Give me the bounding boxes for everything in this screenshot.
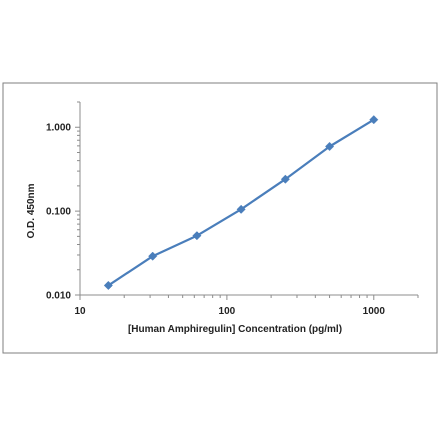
axes [79, 102, 418, 296]
y-tick-label: 0.010 [46, 291, 71, 302]
y-axis-title: O.D. 450nm [26, 183, 37, 238]
x-axis-title: [Human Amphiregulin] Concentration (pg/m… [128, 324, 342, 335]
y-tick-label: 0.100 [46, 207, 71, 218]
tick-labels: 10 100 1000 0.010 0.100 1.000 [46, 123, 385, 317]
data-point-marker [369, 115, 379, 125]
data-point-marker [280, 174, 290, 184]
data-point-marker [192, 231, 202, 241]
data-point-marker [148, 251, 158, 261]
series-group [103, 115, 379, 290]
tick-marks [75, 101, 419, 300]
data-point-marker [103, 280, 113, 290]
data-point-marker [325, 141, 335, 152]
x-tick-label: 10 [74, 306, 86, 317]
y-tick-label: 1.000 [46, 123, 71, 134]
x-tick-label: 1000 [363, 306, 386, 317]
x-tick-label: 100 [219, 306, 236, 317]
data-point-marker [236, 204, 246, 214]
chart-border [2, 82, 438, 354]
